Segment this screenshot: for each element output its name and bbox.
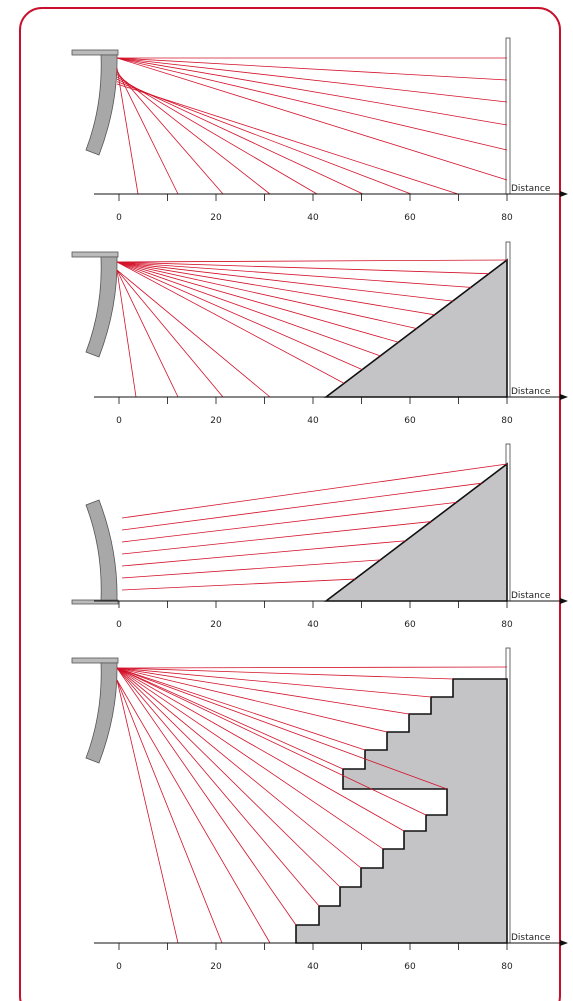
- tick-label: 40: [307, 416, 319, 426]
- ray: [121, 559, 381, 579]
- ray: [116, 666, 508, 669]
- tick-label: 60: [404, 962, 416, 972]
- axis-label: Distance: [511, 933, 551, 943]
- ray: [116, 667, 297, 926]
- ray: [116, 679, 179, 944]
- ray: [116, 667, 448, 790]
- ray: [116, 667, 410, 715]
- tick-label: 0: [116, 213, 122, 223]
- tick-label: 60: [404, 213, 416, 223]
- ray: [116, 269, 179, 398]
- ray: [116, 667, 384, 850]
- ray: [116, 667, 362, 869]
- wall: [505, 37, 511, 195]
- speaker-bracket: [71, 657, 119, 664]
- ray: [116, 74, 271, 195]
- ray: [116, 261, 381, 357]
- slope: [323, 462, 508, 602]
- speaker-array: [85, 256, 118, 358]
- ray: [116, 76, 318, 195]
- ray: [116, 261, 435, 316]
- ray: [116, 81, 412, 195]
- axis-label: Distance: [511, 387, 551, 397]
- ray: [116, 57, 508, 103]
- ray: [116, 679, 223, 944]
- speaker-bracket: [71, 251, 119, 258]
- frame: [19, 7, 561, 1001]
- ray: [116, 57, 508, 181]
- ray: [116, 259, 508, 263]
- ray: [116, 71, 224, 195]
- tick-label: 20: [210, 962, 222, 972]
- ray: [116, 261, 417, 329]
- ray: [116, 667, 341, 888]
- ray: [116, 261, 345, 384]
- tick-label: 0: [116, 620, 122, 630]
- tick-label: 20: [210, 620, 222, 630]
- ray: [116, 261, 399, 343]
- tick-label: 0: [116, 416, 122, 426]
- ray: [116, 57, 508, 151]
- ray: [116, 67, 139, 195]
- ray: [116, 57, 508, 81]
- axis-label: Distance: [511, 591, 551, 601]
- tick-label: 80: [501, 213, 513, 223]
- speaker-bracket: [71, 599, 119, 605]
- ray: [116, 269, 271, 398]
- ray: [116, 69, 179, 195]
- ray: [116, 261, 471, 288]
- ray: [121, 578, 355, 591]
- ray: [116, 269, 137, 398]
- speaker-array: [85, 54, 118, 156]
- axis-arrow: [560, 191, 568, 197]
- ray: [121, 463, 508, 519]
- speaker-bracket: [71, 49, 119, 56]
- axis-arrow: [560, 940, 568, 946]
- tick-label: 20: [210, 213, 222, 223]
- tick-label: 40: [307, 620, 319, 630]
- tick-label: 60: [404, 620, 416, 630]
- ray: [121, 521, 432, 555]
- ray: [121, 540, 406, 567]
- axis-arrow: [560, 394, 568, 400]
- ray: [116, 667, 432, 698]
- tick-label: 40: [307, 213, 319, 223]
- tick-label: 20: [210, 416, 222, 426]
- tick-label: 40: [307, 962, 319, 972]
- ray: [116, 269, 224, 398]
- tick-label: 80: [501, 962, 513, 972]
- ray: [116, 261, 489, 275]
- tick-label: 80: [501, 620, 513, 630]
- ray: [116, 667, 344, 770]
- ray: [116, 667, 454, 680]
- ray: [116, 83, 459, 195]
- tick-label: 0: [116, 962, 122, 972]
- tick-label: 60: [404, 416, 416, 426]
- ray: [116, 667, 388, 733]
- ray: [121, 501, 457, 543]
- axis-label: Distance: [511, 184, 551, 194]
- ray: [116, 667, 320, 907]
- ray: [121, 482, 482, 531]
- axis-arrow: [560, 598, 568, 604]
- ray: [116, 78, 364, 195]
- ray: [116, 679, 271, 944]
- tick-label: 80: [501, 416, 513, 426]
- ray: [116, 261, 453, 302]
- speaker-array: [85, 662, 118, 764]
- speaker-array: [85, 499, 118, 601]
- ray: [116, 667, 427, 816]
- ray: [116, 667, 366, 751]
- ray: [116, 261, 363, 370]
- ray: [116, 57, 508, 126]
- ray: [116, 667, 405, 832]
